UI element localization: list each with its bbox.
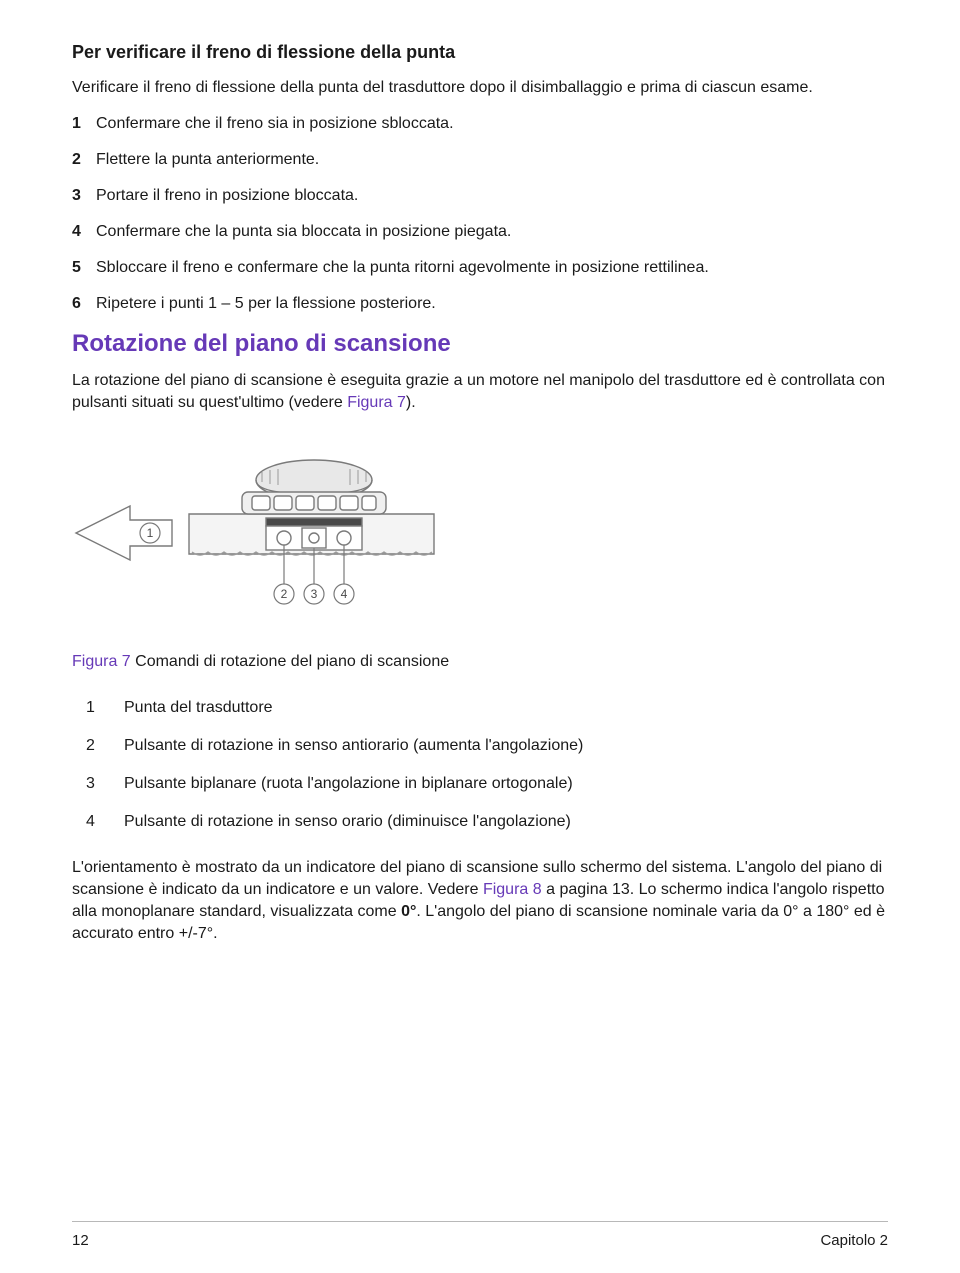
section-heading-rotation: Rotazione del piano di scansione xyxy=(72,330,888,358)
step-item: 3Portare il freno in posizione bloccata. xyxy=(72,185,888,207)
legend-text: Punta del trasduttore xyxy=(124,697,273,719)
legend-text: Pulsante biplanare (ruota l'angolazione … xyxy=(124,773,573,795)
page-number: 12 xyxy=(72,1232,89,1249)
step-text: Ripetere i punti 1 – 5 per la flessione … xyxy=(96,293,436,315)
section-body-text-b: ). xyxy=(406,394,416,411)
figure-7-label: Figura 7 xyxy=(72,653,131,670)
subheading-brake-test: Per verificare il freno di flessione del… xyxy=(72,42,888,63)
step-number: 1 xyxy=(72,113,92,135)
step-text: Flettere la punta anteriormente. xyxy=(96,149,319,171)
transducer-controls-svg: 1 xyxy=(74,448,454,618)
legend-number: 1 xyxy=(86,697,124,719)
step-item: 2Flettere la punta anteriormente. xyxy=(72,149,888,171)
legend-number: 4 xyxy=(86,811,124,833)
step-item: 5Sbloccare il freno e confermare che la … xyxy=(72,257,888,279)
step-number: 6 xyxy=(72,293,92,315)
step-text: Confermare che la punta sia bloccata in … xyxy=(96,221,511,243)
intro-paragraph: Verificare il freno di flessione della p… xyxy=(72,77,888,99)
page-footer: 12 Capitolo 2 xyxy=(72,1221,888,1249)
step-text: Sbloccare il freno e confermare che la p… xyxy=(96,257,709,279)
step-number: 4 xyxy=(72,221,92,243)
chapter-label: Capitolo 2 xyxy=(820,1232,888,1249)
section-body-text-a: La rotazione del piano di scansione è es… xyxy=(72,372,885,411)
figure-7-caption: Figura 7 Comandi di rotazione del piano … xyxy=(72,653,888,671)
figure-7-diagram: 1 xyxy=(74,448,888,623)
legend-number: 2 xyxy=(86,735,124,757)
step-number: 5 xyxy=(72,257,92,279)
callout-4: 4 xyxy=(341,587,348,601)
callout-2: 2 xyxy=(281,587,288,601)
legend-item: 1Punta del trasduttore xyxy=(86,697,888,719)
step-text: Portare il freno in posizione bloccata. xyxy=(96,185,358,207)
legend-text: Pulsante di rotazione in senso orario (d… xyxy=(124,811,571,833)
steps-list: 1Confermare che il freno sia in posizion… xyxy=(72,113,888,315)
step-item: 6Ripetere i punti 1 – 5 per la flessione… xyxy=(72,293,888,315)
closing-bold: 0° xyxy=(401,903,416,920)
figure-legend: 1Punta del trasduttore 2Pulsante di rota… xyxy=(86,697,888,833)
section-body: La rotazione del piano di scansione è es… xyxy=(72,370,888,414)
closing-paragraph: L'orientamento è mostrato da un indicato… xyxy=(72,857,888,945)
step-item: 1Confermare che il freno sia in posizion… xyxy=(72,113,888,135)
legend-item: 4Pulsante di rotazione in senso orario (… xyxy=(86,811,888,833)
figure-7-ref: Figura 7 xyxy=(347,394,406,411)
figure-8-ref: Figura 8 xyxy=(483,881,542,898)
legend-text: Pulsante di rotazione in senso antiorari… xyxy=(124,735,583,757)
legend-number: 3 xyxy=(86,773,124,795)
legend-item: 2Pulsante di rotazione in senso antiorar… xyxy=(86,735,888,757)
legend-item: 3Pulsante biplanare (ruota l'angolazione… xyxy=(86,773,888,795)
step-number: 2 xyxy=(72,149,92,171)
callout-3: 3 xyxy=(311,587,318,601)
step-item: 4Confermare che la punta sia bloccata in… xyxy=(72,221,888,243)
figure-7-caption-text: Comandi di rotazione del piano di scansi… xyxy=(131,653,449,670)
footer-rule xyxy=(72,1221,888,1222)
step-number: 3 xyxy=(72,185,92,207)
callout-1: 1 xyxy=(147,526,154,540)
step-text: Confermare che il freno sia in posizione… xyxy=(96,113,454,135)
